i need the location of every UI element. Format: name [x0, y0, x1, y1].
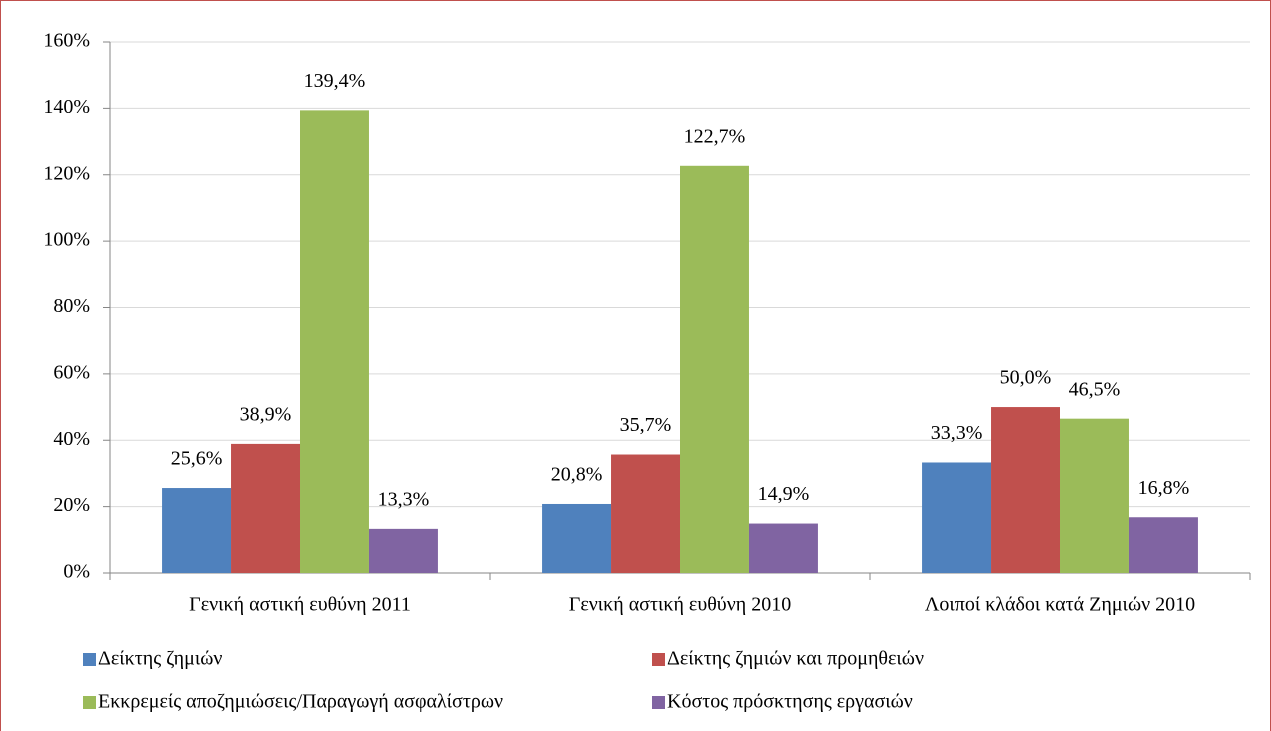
x-tick-label: Γενική αστική ευθύνη 2011: [189, 594, 411, 616]
data-label: 20,8%: [551, 464, 603, 486]
bar: [231, 443, 300, 573]
bar: [611, 454, 680, 573]
legend-swatch: [652, 653, 665, 666]
y-tick-label: 0%: [63, 561, 90, 583]
legend-swatch: [83, 696, 96, 709]
data-label: 38,9%: [240, 403, 292, 425]
bar: [680, 165, 749, 573]
x-tick-label: Γενική αστική ευθύνη 2010: [569, 594, 791, 616]
bar: [162, 488, 232, 573]
bar: [1060, 418, 1129, 573]
bar: [542, 503, 612, 573]
legend-label: Δείκτης ζημιών και προμηθειών: [667, 648, 924, 670]
data-label: 25,6%: [171, 448, 223, 470]
data-label: 14,9%: [758, 483, 810, 505]
data-label: 13,3%: [378, 488, 430, 510]
bar: [922, 462, 992, 573]
x-tick-label: Λοιποί κλάδοι κατά Ζημιών 2010: [925, 594, 1195, 616]
y-tick-label: 120%: [43, 162, 90, 184]
y-tick-label: 160%: [43, 30, 90, 52]
y-tick-label: 40%: [53, 428, 90, 450]
y-tick-label: 140%: [43, 96, 90, 118]
bar: [368, 528, 438, 573]
bar: [991, 407, 1060, 573]
data-label: 122,7%: [684, 125, 746, 147]
y-tick-label: 100%: [43, 229, 90, 251]
legend-label: Κόστος πρόσκτησης εργασιών: [667, 691, 913, 713]
bar: [748, 523, 818, 573]
bar: [300, 110, 369, 574]
legend-label: Δείκτης ζημιών: [98, 648, 222, 670]
legend-swatch: [652, 696, 665, 709]
data-label: 35,7%: [620, 414, 672, 436]
bar: [1128, 517, 1198, 573]
legend-swatch: [83, 653, 96, 666]
y-tick-label: 80%: [53, 295, 90, 317]
legend-label: Εκκρεμείς αποζημιώσεις/Παραγωγή ασφαλίστ…: [98, 691, 503, 713]
y-tick-label: 60%: [53, 361, 90, 383]
data-label: 33,3%: [931, 422, 983, 444]
data-label: 139,4%: [304, 70, 366, 92]
y-tick-label: 20%: [53, 494, 90, 516]
data-label: 50,0%: [1000, 367, 1052, 389]
data-label: 46,5%: [1069, 378, 1121, 400]
data-label: 16,8%: [1138, 477, 1190, 499]
